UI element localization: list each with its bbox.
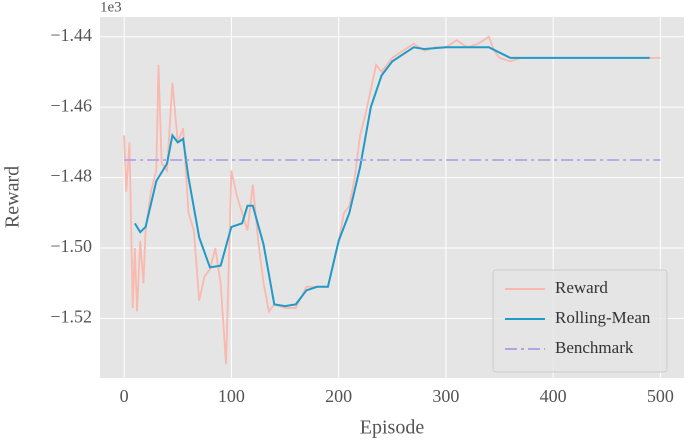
series-line bbox=[134, 46, 650, 308]
x-tick-label: 500 bbox=[647, 386, 674, 406]
legend-label: Benchmark bbox=[555, 338, 634, 357]
y-tick-label: −1.50 bbox=[50, 236, 92, 256]
x-tick-label: 100 bbox=[218, 386, 245, 406]
y-tick-label: −1.46 bbox=[50, 95, 92, 115]
lines bbox=[123, 35, 661, 365]
y-axis-label: Reward bbox=[2, 166, 24, 228]
series-line bbox=[123, 35, 661, 365]
legend-label: Rolling-Mean bbox=[555, 308, 651, 327]
legend: Reward Rolling-Mean Benchmark bbox=[492, 269, 668, 373]
x-tick-label: 300 bbox=[432, 386, 459, 406]
y-tick-label: −1.48 bbox=[50, 166, 92, 186]
y-offset-label: 1e3 bbox=[100, 0, 122, 15]
x-tick-label: 0 bbox=[120, 386, 129, 406]
x-tick-label: 400 bbox=[540, 386, 567, 406]
x-tick-label: 200 bbox=[325, 386, 352, 406]
x-axis-label: Episode bbox=[360, 417, 425, 439]
legend-box bbox=[492, 269, 668, 373]
y-tick-label: −1.44 bbox=[50, 25, 92, 45]
legend-label: Reward bbox=[555, 278, 608, 297]
y-tick-label: −1.52 bbox=[50, 307, 92, 327]
